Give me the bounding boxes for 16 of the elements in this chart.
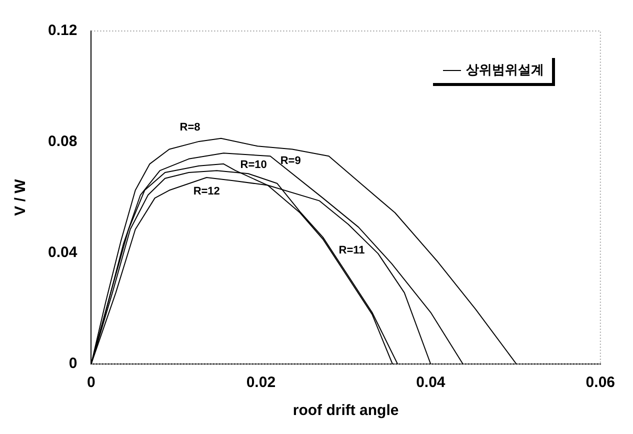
x-tick-label: 0: [87, 374, 96, 392]
series-label: R=8: [180, 121, 200, 134]
legend-title: 상위범위설계: [466, 62, 544, 79]
y-tick-label: 0.12: [48, 22, 78, 40]
y-axis-title: V / W: [12, 178, 30, 216]
x-tick-label: 0.06: [586, 374, 616, 392]
series-label: R=10: [240, 158, 267, 171]
y-tick-label: 0.04: [48, 244, 78, 262]
series-label: R=9: [280, 155, 301, 168]
x-tick-label: 0.02: [246, 374, 276, 392]
series-label: R=11: [338, 244, 365, 257]
y-tick-label: 0.08: [48, 133, 78, 150]
x-axis-title: roof drift angle: [292, 402, 399, 420]
y-tick-label: 0: [68, 355, 78, 372]
x-tick-label: 0.04: [416, 374, 446, 392]
series-label: R=12: [193, 186, 220, 198]
